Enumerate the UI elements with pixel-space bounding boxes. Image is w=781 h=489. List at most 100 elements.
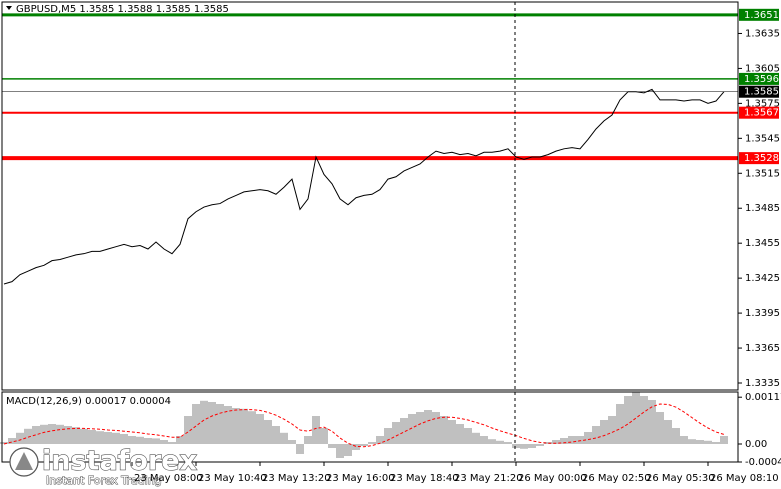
macd-bar	[696, 440, 704, 444]
macd-bar	[320, 428, 328, 444]
macd-bar	[8, 438, 16, 444]
price-frame	[1, 1, 739, 391]
macd-bar	[208, 402, 216, 444]
level-label-box	[739, 152, 779, 165]
macd-bar	[512, 444, 520, 448]
macd-bar	[368, 442, 376, 444]
plot-layer	[0, 13, 738, 458]
macd-bar	[200, 400, 208, 444]
x-tick-label: 23 May 10:40	[198, 473, 267, 484]
macd-frame	[1, 391, 739, 463]
macd-bar	[0, 442, 8, 444]
macd-bar	[640, 396, 648, 444]
macd-bar	[672, 428, 680, 444]
macd-bar	[288, 440, 296, 444]
macd-bar	[80, 428, 88, 444]
level-label-box	[739, 72, 779, 85]
macd-bar	[64, 426, 72, 444]
macd-y-tick-label: -0.00045	[745, 457, 781, 468]
macd-bar	[616, 404, 624, 444]
y-tick-label: 1.3545	[745, 133, 780, 144]
level-label: 1.3528	[744, 153, 779, 164]
macd-bar	[176, 436, 184, 444]
macd-bar	[144, 438, 152, 444]
macd-bar	[344, 444, 352, 456]
macd-title: MACD(12,26,9) 0.00017 0.00004	[6, 396, 171, 407]
macd-bar	[192, 404, 200, 444]
y-tick-label: 1.3335	[745, 378, 780, 389]
macd-bar	[592, 426, 600, 444]
macd-bar	[232, 408, 240, 444]
macd-bar	[184, 416, 192, 444]
macd-bar	[104, 432, 112, 444]
macd-bar	[472, 432, 480, 444]
macd-bar	[264, 420, 272, 444]
macd-bar	[464, 428, 472, 444]
macd-bar	[160, 440, 168, 444]
macd-bar	[416, 412, 424, 444]
macd-bar	[528, 444, 536, 448]
x-tick-label: 23 May 21:20	[454, 473, 523, 484]
macd-y-tick-label: 0.00	[745, 439, 767, 450]
macd-bar	[624, 396, 632, 444]
watermark-brand: instaforex	[42, 446, 197, 477]
macd-bar	[128, 436, 136, 444]
macd-bar	[24, 428, 32, 444]
macd-bar	[424, 410, 432, 444]
level-label-box	[739, 106, 779, 119]
level-label: 1.3651	[744, 10, 779, 21]
macd-bar	[648, 400, 656, 444]
macd-bar	[480, 436, 488, 444]
macd-bar	[136, 436, 144, 444]
price-line	[3, 88, 725, 285]
macd-bar	[536, 444, 544, 446]
macd-bar	[440, 416, 448, 444]
macd-bar	[712, 442, 720, 444]
y-tick-label: 1.3635	[745, 28, 780, 39]
level-label-box	[739, 85, 779, 98]
macd-bar	[16, 432, 24, 444]
watermark-slogan: Instant Forex Trading	[46, 474, 162, 487]
macd-bar	[520, 444, 528, 449]
macd-bar	[224, 406, 232, 444]
macd-bar	[56, 424, 64, 444]
macd-signal	[3, 403, 725, 448]
x-tick-label: 23 May 08:00	[134, 473, 203, 484]
macd-bar	[488, 439, 496, 444]
macd-bar	[248, 411, 256, 444]
y-tick-label: 1.3455	[745, 238, 780, 249]
macd-bar	[568, 436, 576, 444]
macd-bar	[360, 444, 368, 446]
macd-bar	[272, 426, 280, 444]
macd-bar	[688, 439, 696, 444]
x-tick-label: 26 May 02:50	[582, 473, 651, 484]
y-tick-label: 1.3575	[745, 98, 780, 109]
macd-bar	[576, 436, 584, 444]
macd-bar	[48, 424, 56, 444]
macd-bar	[664, 420, 672, 444]
x-tick-label: 26 May 05:30	[646, 473, 715, 484]
macd-bar	[408, 414, 416, 444]
macd-bar	[392, 422, 400, 444]
macd-bar	[376, 436, 384, 444]
level-label-box	[739, 8, 779, 21]
macd-bar	[72, 427, 80, 444]
macd-bar	[504, 442, 512, 444]
x-tick-label: 26 May 08:10	[710, 473, 779, 484]
macd-bar	[400, 418, 408, 444]
watermark: instaforex Instant Forex Trading	[9, 445, 198, 488]
macd-bar	[384, 428, 392, 444]
menu-arrow	[6, 6, 12, 10]
macd-bar	[456, 424, 464, 444]
macd-y-tick-label: 0.00117	[745, 392, 781, 403]
x-tick-label: 23 May 16:00	[326, 473, 395, 484]
macd-bar	[304, 436, 312, 444]
macd-bar	[704, 440, 712, 444]
macd-bar	[88, 430, 96, 444]
y-tick-label: 1.3425	[745, 273, 780, 284]
macd-bar	[112, 432, 120, 444]
macd-bar	[96, 431, 104, 444]
macd-bar	[168, 442, 176, 444]
